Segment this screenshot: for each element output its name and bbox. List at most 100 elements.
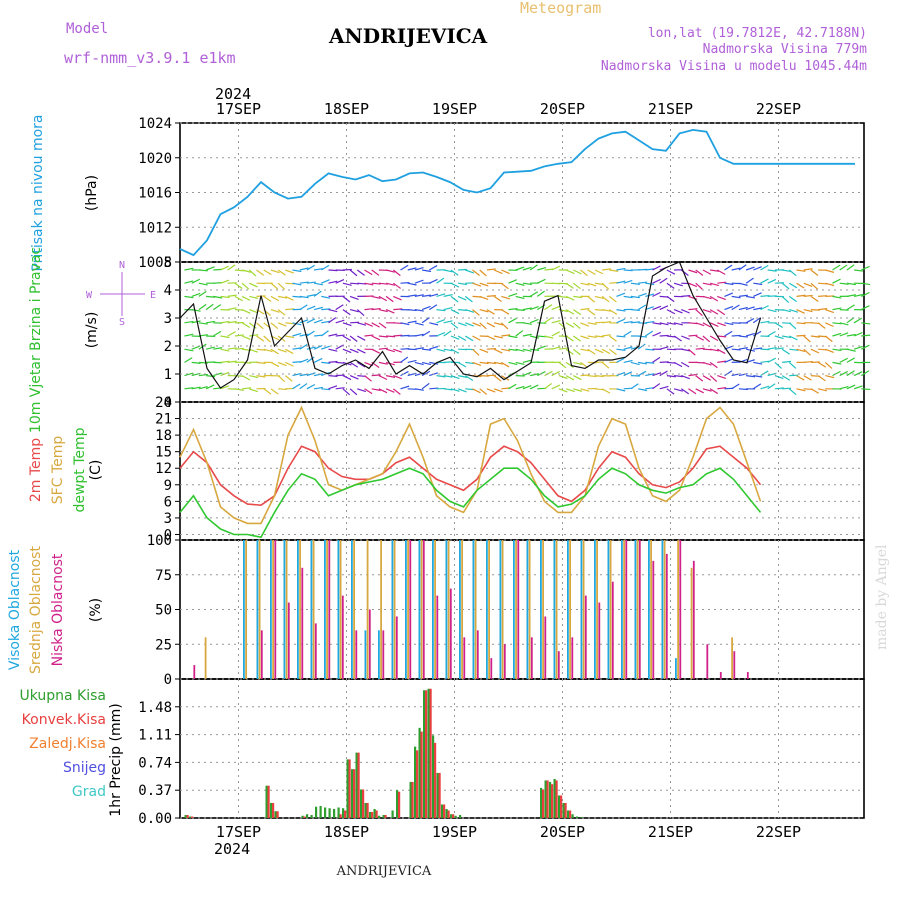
wind-arrow	[630, 282, 640, 286]
wind-arrow	[422, 348, 432, 351]
wind-arrow	[501, 295, 511, 300]
wind-arrow	[745, 306, 755, 311]
wind-arrow	[760, 294, 770, 297]
wind-arrow	[860, 370, 870, 377]
panel-frame-5	[179, 678, 865, 819]
wind-arrow	[608, 335, 617, 342]
wind-arrow	[493, 269, 503, 275]
wind-arrow	[608, 309, 618, 315]
wind-arrow	[292, 372, 302, 377]
wind-arrow	[544, 370, 553, 377]
bottom-day-label: 19SEP	[432, 823, 477, 841]
wind-arrow	[378, 347, 388, 350]
compass-w: W	[86, 290, 93, 301]
precip-bar	[454, 815, 457, 818]
precip-bar	[265, 785, 268, 818]
wind-arrow	[378, 335, 388, 338]
wind-arrow	[191, 386, 201, 390]
wind-arrow	[386, 335, 396, 338]
cloud-bar	[596, 540, 598, 679]
cloud-bar	[339, 540, 342, 679]
wind-arrow	[241, 282, 250, 290]
cloud-bar	[571, 637, 574, 679]
cloud-bar	[301, 567, 304, 679]
wind-arrow	[781, 348, 790, 355]
wind-arrow	[292, 332, 302, 337]
wind-arrow	[400, 356, 409, 363]
wind-arrow	[796, 269, 806, 272]
wind-arrow	[277, 348, 287, 353]
wind-arrow	[220, 385, 230, 390]
wind-arrow	[191, 361, 201, 364]
wind-arrow	[407, 294, 417, 297]
wind-arrow	[421, 269, 432, 273]
wind-arrow	[832, 295, 842, 299]
wind-arrow	[681, 348, 691, 352]
wind-arrow	[803, 282, 813, 287]
wind-arrow	[861, 305, 870, 311]
wind-arrow	[673, 282, 683, 287]
wind-arrow	[400, 264, 409, 271]
wind-arrow	[810, 282, 818, 290]
wind-arrow	[220, 348, 230, 352]
wind-arrow	[450, 322, 459, 329]
wind-arrow	[724, 305, 734, 311]
wind-arrow	[306, 305, 316, 311]
wind-arrow	[450, 348, 460, 354]
precip-bar	[414, 746, 417, 818]
wind-arrow	[724, 370, 733, 377]
wind-arrow	[421, 370, 431, 377]
wind-arrow	[695, 388, 705, 394]
wind-arrow	[717, 269, 726, 275]
wind-arrow	[846, 384, 856, 390]
wind-arrow	[738, 282, 748, 286]
wind-arrow	[458, 282, 468, 286]
wind-arrow	[645, 320, 655, 324]
wind-arrow	[616, 357, 625, 363]
wind-arrow	[537, 335, 547, 338]
wind-arrow	[371, 388, 381, 392]
bottom-date-axis: 17SEP 18SEP 19SEP 20SEP 21SEP 22SEP	[216, 823, 801, 841]
wind-arrow	[184, 267, 194, 271]
wind-arrow	[645, 268, 655, 271]
precip-bar	[427, 688, 430, 818]
wind-arrow	[565, 348, 574, 355]
wind-arrow	[429, 278, 438, 284]
cloud-bar	[648, 540, 650, 679]
wind-arrow	[299, 343, 308, 350]
precip-bar	[355, 752, 358, 818]
wind-arrow	[616, 348, 626, 351]
wind-arrow	[191, 309, 201, 312]
wind-arrow	[774, 335, 784, 340]
wind-arrow	[284, 375, 293, 382]
wind-arrow	[465, 361, 475, 365]
wind-arrow	[328, 375, 338, 377]
temp-line-0	[179, 445, 762, 507]
cloud-bar	[436, 595, 439, 679]
precip-bar	[443, 804, 446, 818]
cloud-bar	[555, 540, 558, 679]
wind-arrow	[486, 295, 496, 297]
wind-arrow	[328, 348, 338, 352]
wind-arrow	[212, 330, 222, 337]
wind-arrow	[551, 370, 560, 377]
wind-arrow	[832, 322, 842, 325]
wind-arrow	[645, 282, 655, 286]
precip-legend-item: Ukupna Kisa	[19, 688, 106, 704]
precip-bar	[337, 807, 340, 818]
cloud-bar	[393, 540, 396, 679]
top-day-label: 20SEP	[540, 100, 585, 118]
wind-arrow	[803, 309, 813, 313]
wind-arrow	[277, 361, 287, 367]
cloud-bar	[341, 595, 344, 679]
temp-line-2	[179, 467, 762, 539]
wind-arrow	[314, 268, 324, 271]
wind-arrow	[342, 309, 351, 316]
wind-arrow	[421, 317, 430, 324]
wind-arrow	[364, 334, 374, 337]
wind-arrow	[601, 309, 612, 312]
wind-arrow	[436, 375, 446, 378]
wind-arrow	[263, 295, 272, 302]
wind-arrow	[321, 361, 331, 364]
wind-arrow	[702, 361, 712, 366]
